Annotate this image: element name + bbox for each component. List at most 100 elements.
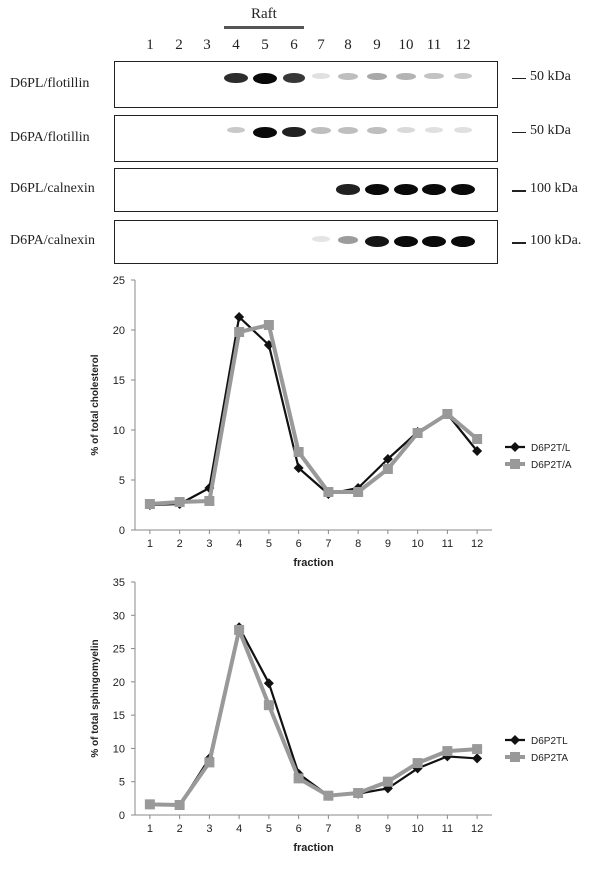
marker-label: 100 kDa. xyxy=(530,233,582,248)
data-point xyxy=(263,678,274,689)
y-tick-label: 15 xyxy=(113,710,125,722)
blot-band xyxy=(226,126,246,134)
blot-band xyxy=(396,72,416,80)
x-tick-label: 2 xyxy=(177,823,183,835)
blot-band xyxy=(396,126,416,133)
x-tick-label: 3 xyxy=(206,538,212,550)
legend-label: D6P2TA xyxy=(531,753,568,764)
y-tick-label: 5 xyxy=(119,777,125,789)
data-point xyxy=(323,487,334,497)
blot-band xyxy=(422,184,446,195)
data-point xyxy=(174,800,185,811)
data-point xyxy=(144,799,155,810)
lane-number: 4 xyxy=(232,37,240,53)
blot-band xyxy=(453,72,473,80)
legend-marker xyxy=(510,442,520,452)
x-tick-label: 10 xyxy=(412,823,424,835)
x-tick-label: 10 xyxy=(412,538,424,550)
data-point xyxy=(174,497,185,507)
blot-row-label: D6PA/calnexin xyxy=(10,233,96,248)
marker-label: 50 kDa xyxy=(530,68,571,84)
blot-band xyxy=(394,236,418,247)
data-point xyxy=(293,773,304,784)
x-tick-label: 6 xyxy=(296,823,302,835)
lane-number: 3 xyxy=(203,37,211,53)
blot-row-label: D6PA/flotillin xyxy=(10,129,90,145)
blot-strip xyxy=(114,115,498,162)
x-tick-label: 12 xyxy=(471,538,483,550)
blot-band xyxy=(282,126,306,137)
x-axis-label: fraction xyxy=(293,842,334,854)
blot-band xyxy=(367,126,387,134)
data-point xyxy=(472,446,483,456)
x-tick-label: 11 xyxy=(442,823,453,835)
y-tick-label: 25 xyxy=(113,275,125,287)
lane-number: 6 xyxy=(290,37,298,53)
x-tick-label: 1 xyxy=(147,538,153,550)
blot-band xyxy=(424,72,444,80)
y-tick-label: 0 xyxy=(119,810,125,822)
legend-marker xyxy=(510,459,520,469)
data-point xyxy=(382,454,393,464)
blot-band xyxy=(394,184,418,195)
blot-band xyxy=(453,126,473,133)
data-point xyxy=(412,758,423,769)
y-tick-label: 30 xyxy=(113,610,125,622)
data-point xyxy=(382,464,393,474)
lane-number: 12 xyxy=(455,37,471,53)
blot-band xyxy=(337,236,359,244)
data-point xyxy=(382,776,393,787)
data-point xyxy=(204,757,215,768)
lane-number: 5 xyxy=(261,37,269,53)
lane-number: 11 xyxy=(426,37,442,53)
y-tick-label: 0 xyxy=(119,525,125,537)
data-point xyxy=(442,751,453,762)
y-tick-label: 20 xyxy=(113,325,125,337)
data-point xyxy=(293,463,304,473)
marker-tick xyxy=(512,190,526,192)
marker-tick xyxy=(512,131,526,133)
data-point xyxy=(472,753,483,764)
x-tick-label: 6 xyxy=(296,538,302,550)
x-tick-label: 9 xyxy=(385,538,391,550)
data-point xyxy=(263,320,274,330)
y-tick-label: 5 xyxy=(119,475,125,487)
blot-band xyxy=(365,184,389,195)
lane-number: 8 xyxy=(344,37,352,53)
blot-band xyxy=(367,72,387,80)
blot-band xyxy=(253,72,277,84)
data-point xyxy=(472,434,483,444)
y-tick-label: 35 xyxy=(113,577,125,589)
blot-band xyxy=(338,126,358,134)
x-tick-label: 12 xyxy=(471,823,483,835)
blot-band xyxy=(224,72,248,83)
blot-band xyxy=(451,236,475,247)
data-point xyxy=(144,499,155,509)
data-point xyxy=(412,428,423,438)
x-axis-label: fraction xyxy=(293,557,334,568)
legend-marker xyxy=(510,735,520,745)
legend-label: D6P2T/L xyxy=(531,443,571,454)
series-line xyxy=(149,627,478,808)
data-point xyxy=(353,487,364,497)
raft-label: Raft xyxy=(251,6,277,22)
blot-band xyxy=(336,184,360,195)
data-point xyxy=(323,790,334,801)
blot-band xyxy=(311,236,331,243)
x-tick-label: 5 xyxy=(266,538,272,550)
lane-number: 7 xyxy=(317,37,325,53)
x-tick-label: 7 xyxy=(325,823,331,835)
legend-label: D6P2TL xyxy=(531,736,568,747)
blot-band xyxy=(422,236,446,247)
blot-band xyxy=(365,236,389,247)
y-tick-label: 10 xyxy=(113,743,125,755)
western-blot-panel: Raft 1 2 3 4 5 6 7 8 9 10 11 12 D6PL/flotillin 50 kD… xyxy=(0,0,602,270)
x-tick-label: 4 xyxy=(236,823,242,835)
blot-band xyxy=(424,126,444,133)
y-tick-label: 10 xyxy=(113,425,125,437)
data-point xyxy=(234,624,245,635)
data-point xyxy=(234,312,245,322)
legend-label: D6P2T/A xyxy=(531,460,572,471)
